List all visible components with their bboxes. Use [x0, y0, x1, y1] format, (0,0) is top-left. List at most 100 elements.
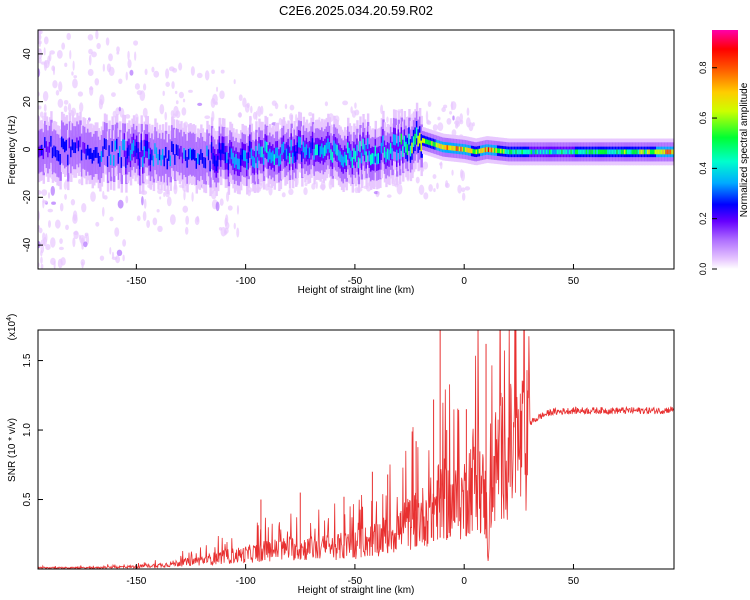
heatmap-noise-cell	[225, 221, 230, 230]
heatmap-band-cell	[60, 136, 64, 148]
heatmap-noise-cell	[428, 184, 433, 192]
heatmap-noise-cell	[165, 81, 170, 87]
heatmap-noise-cell	[377, 191, 380, 196]
heatmap-noise-cell	[127, 50, 130, 61]
heatmap-noise-cell	[439, 161, 443, 170]
heatmap-band-cell	[129, 149, 133, 161]
heatmap-noise-cell	[436, 182, 439, 190]
bottom-y-axis-label: SNR (10 * v/v)	[7, 418, 18, 482]
heatmap-band-cell	[215, 160, 218, 172]
heatmap-band-cell	[342, 156, 345, 168]
heatmap-band-cell	[295, 151, 298, 163]
heatmap-band-cell	[229, 146, 232, 158]
heatmap-band-cell	[446, 145, 449, 150]
colorbar-tick-label: 0.2	[698, 212, 708, 225]
heatmap-band-cell	[327, 138, 330, 150]
heatmap-band-cell	[313, 148, 316, 160]
heatmap-noise-cell	[134, 83, 140, 90]
top-x-tick-label: -150	[126, 276, 146, 287]
heatmap-band-cell	[39, 145, 42, 157]
heatmap-noise-cell	[125, 195, 129, 204]
heatmap-band-cell	[218, 142, 221, 154]
heatmap-noise-cell	[181, 107, 187, 116]
heatmap-band-cell	[236, 158, 240, 170]
heatmap-band-cell	[351, 157, 355, 168]
heatmap-noise-cell	[422, 161, 429, 170]
heatmap-noise-cell	[432, 174, 437, 179]
heatmap-band-cell	[389, 142, 393, 154]
heatmap-band-cell	[164, 146, 168, 158]
heatmap-band-cell	[515, 149, 518, 155]
heatmap-band-cell	[501, 148, 504, 154]
heatmap-noise-cell	[83, 241, 88, 248]
heatmap-noise-cell	[216, 86, 219, 92]
heatmap-band-cell	[152, 155, 156, 167]
heatmap-band-cell	[233, 157, 237, 168]
heatmap-band-cell	[415, 127, 419, 139]
heatmap-band-cell	[567, 149, 570, 155]
heatmap-band-cell	[239, 154, 243, 166]
heatmap-band-cell	[454, 146, 457, 151]
heatmap-noise-cell	[69, 50, 72, 60]
heatmap-band-cell	[54, 146, 58, 158]
heatmap-band-cell	[301, 151, 304, 162]
heatmap-band-cell	[238, 158, 241, 170]
heatmap-band-cell	[620, 149, 624, 155]
heatmap-band-cell	[653, 149, 656, 155]
heatmap-band-cell	[198, 154, 202, 166]
heatmap-noise-cell	[101, 206, 105, 217]
heatmap-band-cell	[51, 147, 55, 159]
heatmap-band-cell	[148, 148, 151, 160]
heatmap-noise-cell	[125, 71, 128, 81]
heatmap-noise-cell	[468, 122, 474, 132]
heatmap-band-cell	[334, 143, 338, 155]
heatmap-band-cell	[656, 149, 659, 155]
heatmap-band-cell	[596, 149, 599, 155]
heatmap-noise-cell	[318, 117, 321, 121]
heatmap-band-cell	[299, 137, 303, 148]
heatmap-band-cell	[579, 149, 582, 155]
heatmap-noise-cell	[219, 90, 225, 100]
heatmap-band-cell	[651, 149, 654, 155]
heatmap-noise-cell	[233, 222, 236, 230]
heatmap-noise-cell	[88, 54, 92, 66]
heatmap-noise-cell	[58, 81, 63, 92]
heatmap-noise-cell	[252, 111, 257, 120]
heatmap-band-cell	[376, 153, 379, 165]
heatmap-band-cell	[50, 135, 53, 147]
heatmap-band-cell	[166, 158, 169, 170]
heatmap-band-cell	[628, 149, 631, 155]
heatmap-band-cell	[302, 141, 306, 153]
heatmap-band-cell	[298, 136, 301, 148]
heatmap-band-cell	[542, 149, 546, 155]
heatmap-band-cell	[474, 149, 477, 155]
snr-series	[38, 330, 674, 569]
heatmap-band-cell	[657, 149, 661, 155]
top-y-axis-label: Frequency (Hz)	[7, 116, 18, 185]
heatmap-noise-cell	[116, 46, 120, 53]
heatmap-band-cell	[336, 144, 339, 156]
heatmap-noise-cell	[386, 194, 392, 198]
chart-title: C2E6.2025.034.20.59.R02	[279, 3, 433, 18]
heatmap-band-cell	[134, 145, 137, 157]
heatmap-noise-cell	[156, 208, 160, 213]
heatmap-band-cell	[576, 149, 579, 155]
heatmap-band-cell	[79, 136, 82, 148]
heatmap-noise-cell	[59, 203, 64, 212]
heatmap-band-cell	[99, 156, 102, 167]
heatmap-band-cell	[290, 139, 293, 151]
heatmap-band-cell	[480, 148, 483, 154]
heatmap-band-cell	[645, 149, 648, 155]
heatmap-band-cell	[321, 143, 324, 155]
heatmap-band-cell	[654, 149, 657, 155]
top-x-axis: -150 -100 -50 0 50	[126, 264, 579, 287]
heatmap-band-cell	[395, 149, 399, 161]
heatmap-noise-cell	[425, 110, 429, 122]
heatmap-band-cell	[584, 149, 587, 155]
heatmap-band-cell	[526, 149, 529, 155]
heatmap-band-cell	[506, 149, 509, 155]
heatmap-band-cell	[527, 149, 530, 155]
heatmap-noise-cell	[125, 114, 131, 119]
heatmap-band-cell	[186, 156, 189, 168]
heatmap-band-cell	[241, 148, 244, 160]
